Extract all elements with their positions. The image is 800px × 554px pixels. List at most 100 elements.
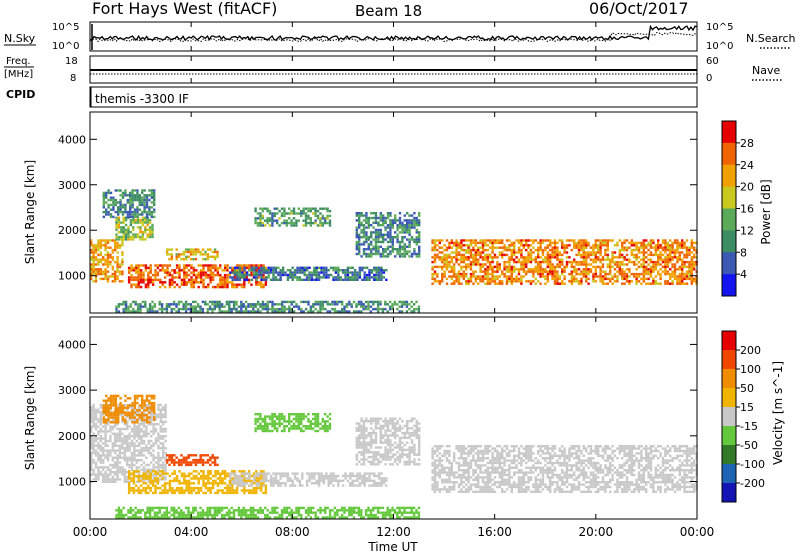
heatmap-cell [163, 486, 167, 490]
heatmap-cell [147, 285, 150, 289]
heatmap-cell [508, 263, 511, 266]
heatmap-cell [298, 266, 302, 269]
heatmap-cell [415, 236, 418, 239]
heatmap-cell [138, 427, 141, 431]
heatmap-cell [142, 273, 145, 277]
heatmap-cell [396, 228, 399, 232]
heatmap-cell [114, 423, 117, 426]
heatmap-cell [673, 270, 677, 273]
heatmap-cell [267, 266, 270, 269]
heatmap-cell [438, 256, 441, 259]
heatmap-cell [104, 246, 107, 249]
heatmap-cell [229, 474, 232, 478]
heatmap-cell [481, 270, 485, 273]
heatmap-cell [214, 479, 217, 483]
heatmap-cell [213, 250, 217, 254]
heatmap-cell [168, 303, 171, 306]
heatmap-cell [551, 263, 554, 266]
heatmap-cell [491, 241, 494, 245]
heatmap-cell [259, 264, 263, 267]
heatmap-cell [277, 266, 280, 269]
heatmap-cell [553, 280, 557, 283]
heatmap-cell [484, 241, 487, 245]
heatmap-cell [289, 269, 292, 272]
heatmap-cell [265, 479, 268, 482]
heatmap-cell [577, 268, 581, 271]
heatmap-cell [688, 248, 691, 252]
heatmap-cell [351, 482, 354, 485]
heatmap-cell [123, 435, 126, 438]
heatmap-cell [118, 280, 122, 283]
heatmap-cell [601, 275, 605, 278]
heatmap-cell [654, 282, 657, 285]
heatmap-cell [448, 253, 451, 257]
heatmap-cell [123, 449, 126, 452]
heatmap-cell [142, 406, 146, 409]
heatmap-cell [676, 258, 679, 261]
heatmap-cell [150, 420, 153, 423]
heatmap-cell [202, 474, 205, 478]
heatmap-cell [231, 470, 234, 473]
heatmap-cell [683, 272, 686, 276]
heatmap-cell [623, 256, 626, 259]
heatmap-cell [192, 281, 196, 284]
heatmap-cell [415, 243, 418, 246]
heatmap-cell [418, 240, 421, 244]
heatmap-cell [114, 280, 117, 283]
heatmap-cell [184, 307, 188, 311]
heatmap-cell [325, 271, 328, 274]
heatmap-cell [690, 265, 693, 269]
heatmap-cell [277, 273, 280, 277]
heatmap-cell [599, 253, 602, 257]
heatmap-cell [587, 268, 590, 271]
heatmap-cell [166, 482, 169, 485]
heatmap-cell [271, 310, 274, 313]
heatmap-cell [573, 244, 576, 247]
heatmap-cell [372, 221, 375, 224]
heatmap-cell [144, 228, 147, 231]
heatmap-cell [546, 239, 549, 242]
heatmap-cell [253, 269, 256, 272]
heatmap-cell [117, 413, 120, 417]
heatmap-cell [293, 276, 297, 279]
heatmap-cell [438, 239, 441, 242]
heatmap-cell [460, 272, 463, 276]
heatmap-cell [649, 270, 653, 273]
heatmap-cell [219, 281, 222, 284]
heatmap-cell [551, 251, 554, 254]
heatmap-cell [398, 310, 401, 313]
heatmap-cell [127, 486, 131, 490]
heatmap-cell [375, 266, 378, 269]
heatmap-cell [520, 256, 523, 259]
heatmap-cell [97, 466, 100, 469]
heatmap-cell [508, 268, 511, 271]
heatmap-cell [192, 470, 196, 473]
heatmap-cell [145, 435, 148, 438]
heatmap-cell [213, 248, 217, 251]
heatmap-cell [202, 491, 205, 495]
heatmap-cell [537, 260, 540, 264]
heatmap-cell [457, 275, 461, 278]
heatmap-cell [109, 480, 112, 483]
heatmap-cell [443, 258, 446, 261]
heatmap-cell [681, 272, 684, 276]
heatmap-cell [659, 258, 662, 261]
heatmap-cell [289, 273, 292, 277]
heatmap-cell [236, 482, 239, 485]
heatmap-cell [438, 265, 441, 269]
heatmap-cell [116, 277, 119, 281]
heatmap-cell [92, 420, 95, 423]
heatmap-cell [106, 258, 110, 261]
heatmap-cell [102, 425, 105, 428]
heatmap-cell [204, 477, 208, 480]
heatmap-cell [319, 219, 322, 222]
heatmap-cell [184, 300, 188, 304]
heatmap-cell [142, 489, 145, 492]
heatmap-cell [177, 310, 181, 313]
heatmap-cell [474, 270, 477, 273]
heatmap-cell [372, 231, 375, 234]
heatmap-cell [616, 244, 619, 247]
heatmap-cell [90, 268, 93, 271]
heatmap-cell [221, 285, 224, 289]
heatmap-cell [410, 238, 414, 241]
